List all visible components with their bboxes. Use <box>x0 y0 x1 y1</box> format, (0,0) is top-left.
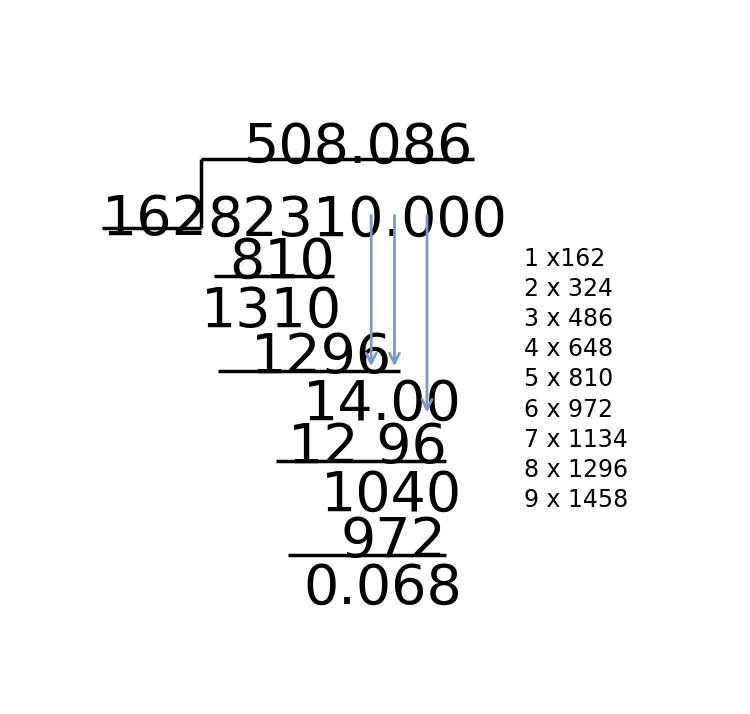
Text: 4 x 648: 4 x 648 <box>524 338 613 361</box>
Text: 2 x 324: 2 x 324 <box>524 278 613 301</box>
Text: 810: 810 <box>230 236 335 290</box>
Text: 508.086: 508.086 <box>244 121 473 174</box>
Text: 7 x 1134: 7 x 1134 <box>524 428 628 451</box>
Text: 1296: 1296 <box>251 331 392 385</box>
Text: 1 x162: 1 x162 <box>524 247 605 271</box>
Text: 12 96: 12 96 <box>287 421 446 475</box>
Text: 1040: 1040 <box>321 468 462 523</box>
Text: 82310.000: 82310.000 <box>207 193 507 248</box>
Text: 9 x 1458: 9 x 1458 <box>524 488 628 512</box>
Text: 8 x 1296: 8 x 1296 <box>524 458 628 481</box>
Text: 1310: 1310 <box>201 284 342 338</box>
Text: 6 x 972: 6 x 972 <box>524 398 613 421</box>
Text: 5 x 810: 5 x 810 <box>524 368 614 391</box>
Text: 3 x 486: 3 x 486 <box>524 308 613 331</box>
Text: 14.00: 14.00 <box>303 378 462 432</box>
Text: 162: 162 <box>101 193 208 248</box>
Text: 972: 972 <box>340 515 446 568</box>
Text: 0.068: 0.068 <box>303 561 462 615</box>
